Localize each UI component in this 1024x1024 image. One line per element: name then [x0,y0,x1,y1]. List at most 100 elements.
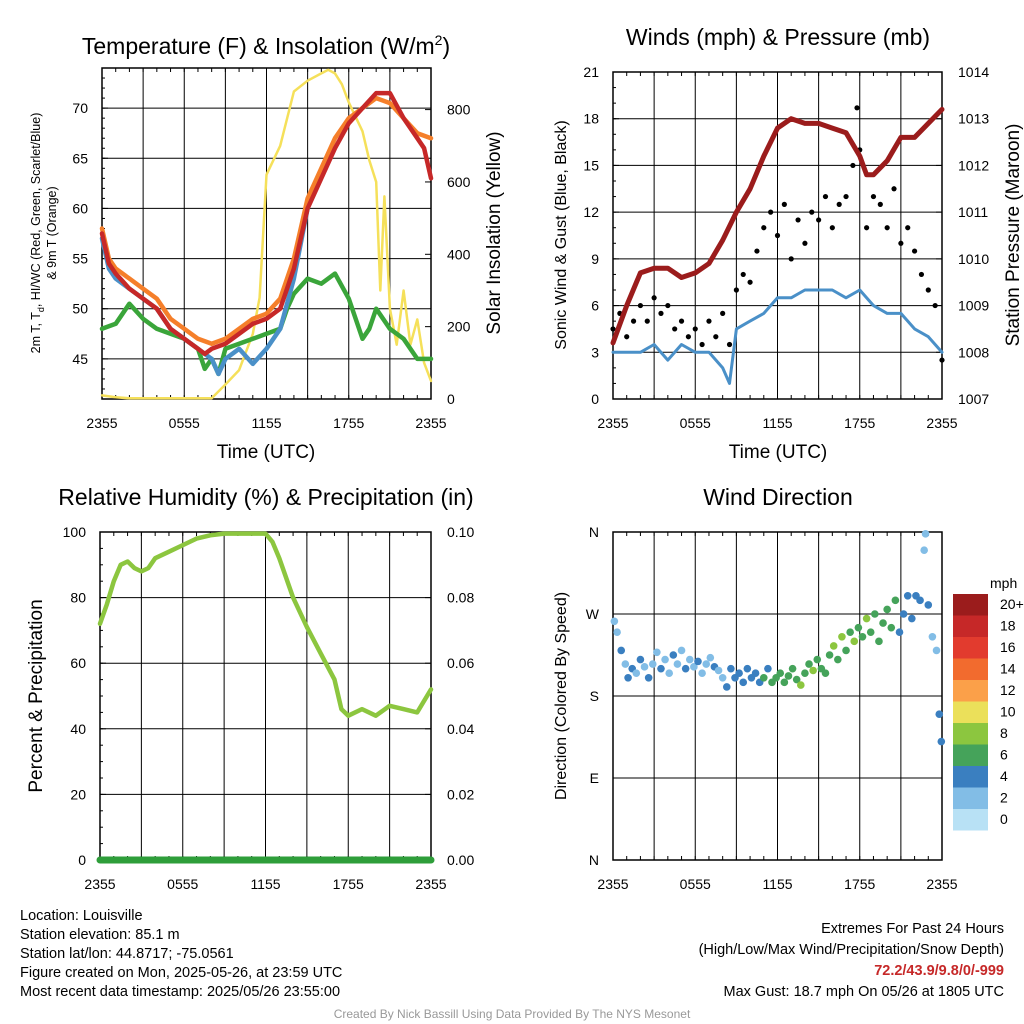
direction-point [871,610,879,618]
gust-point [891,186,897,192]
legend-label: 14 [1000,661,1016,677]
y-tick-label: 9 [591,251,599,267]
x-tick-label: 1755 [333,415,364,431]
y2-axis-label: Station Pressure (Maroon) [1003,124,1024,347]
direction-point [759,673,768,682]
direction-point [657,664,665,673]
direction-point [842,646,850,655]
legend-label: 8 [1000,725,1008,741]
x-tick-label: 2355 [415,415,446,431]
gust-point [795,217,801,223]
direction-point [681,664,690,673]
direction-point [685,655,694,664]
y-tick-label: 21 [583,64,599,80]
y2-tick-label: 200 [447,319,471,335]
extremes-values: 72.2/43.9/9.8/0/-999 [874,963,1004,979]
direction-point [610,617,619,626]
legend-swatch [953,637,988,659]
x-tick-label: 1755 [844,415,875,431]
direction-point [632,669,641,678]
legend-swatch [953,701,988,723]
y-tick-label: 55 [72,251,88,267]
y-tick-label: 50 [72,301,88,317]
direction-point [838,632,846,641]
direction-point [809,666,817,675]
direction-point [722,683,731,691]
direction-point [805,660,813,668]
legend-label: 12 [1000,682,1016,698]
y-tick-label: W [586,606,600,622]
gust-point [644,318,650,324]
gust-point [774,232,781,239]
gust-point [672,326,678,332]
gust-point [822,193,829,200]
direction-point [644,673,653,682]
x-tick-label: 0555 [169,415,200,431]
direction-point [636,655,645,664]
gust-point [706,318,712,324]
y-tick-label: 20 [70,786,86,802]
y2-tick-label: 1010 [958,251,989,267]
y-axis-label: 2m T, Td, HI/WC (Red, Green, Scarlet/Blu… [29,113,46,354]
direction-point [928,632,937,641]
direction-point [887,623,896,632]
x-tick-label: 1155 [251,415,281,431]
direction-point [661,655,669,664]
y-tick-label: 60 [70,655,86,671]
legend-swatch [953,615,988,637]
direction-point [932,646,941,655]
y2-tick-label: 0.06 [447,655,474,671]
x-tick-label: 2355 [86,415,117,431]
chart-title: Relative Humidity (%) & Precipitation (i… [58,484,473,510]
gust-point [658,310,664,316]
recent-timestamp: Most recent data timestamp: 2025/05/26 2… [20,984,341,1000]
direction-point [829,642,838,650]
direction-point [624,673,632,682]
panel-2: 2355 0555 1155 1755 2355 0 3 6 9 12 15 18 21 1007 1008… [583,64,989,431]
direction-point [776,669,785,678]
y-tick-label: 65 [72,150,88,166]
gust-point [816,217,822,223]
gust-point [726,341,733,348]
gust-point [836,201,842,207]
series-line-2m-t [99,90,434,357]
x-tick-label: 2355 [84,876,115,892]
y2-tick-label: 1013 [958,111,989,127]
y2-tick-label: 0.08 [447,590,474,606]
gust-point [651,295,657,301]
chart-title: Temperature (F) & Insolation (W/m2) [82,32,450,59]
y-tick-label: N [589,524,599,540]
y-axis-label-part1: 2m T, T [29,312,43,354]
chart-title-close: ) [442,33,450,59]
gust-point [918,271,925,278]
y-tick-label: 80 [70,590,86,606]
direction-point [648,660,657,668]
y2-tick-label: 1012 [958,157,989,173]
direction-point [821,669,830,678]
y2-tick-label: 1011 [958,204,988,220]
legend-label: 6 [1000,747,1008,763]
x-tick-label: 0555 [680,876,711,892]
legend-swatch [953,787,988,809]
station-location: Location: Louisville [20,908,143,924]
gust-point [854,105,860,111]
direction-point [883,605,891,614]
direction-point [903,591,912,600]
direction-point [739,678,748,687]
series-line-solar-insolation [100,68,433,400]
direction-point [825,651,834,659]
direction-point [924,601,933,609]
gust-point [685,334,691,340]
extremes-box: Extremes For Past 24 Hours (High/Low/Max… [699,919,1004,1003]
direction-point [854,623,863,632]
gust-point [665,302,671,309]
gust-point [925,287,931,293]
legend-swatch [953,680,988,702]
y-axis-label: Sonic Wind & Gust (Blue, Black) [553,120,570,349]
direction-point [727,664,735,673]
y-tick-label: 60 [72,200,88,216]
legend-label: 4 [1000,768,1008,784]
chart-title-main: Temperature (F) & Insolation (W/m [82,33,435,59]
x-tick-label: 2355 [926,876,957,892]
